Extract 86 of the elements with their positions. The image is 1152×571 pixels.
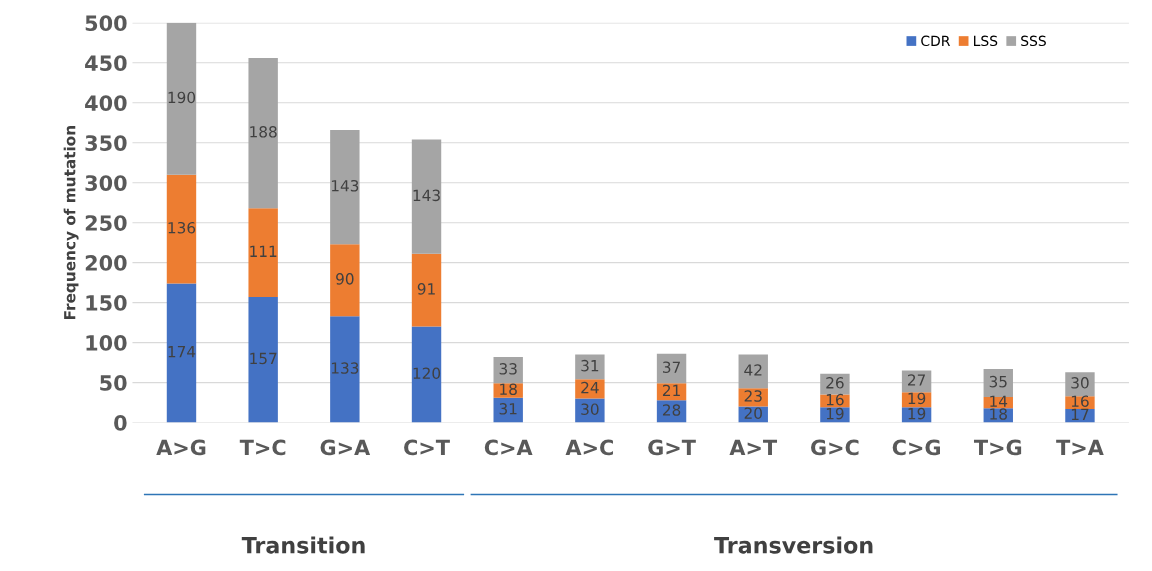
y-tick-label: 500 [85,15,127,32]
data-label: 90 [336,273,354,285]
data-label: 157 [250,352,277,365]
text: Transversion [714,536,873,554]
bar [411,326,442,423]
bar [1065,372,1095,397]
data-label: 31 [581,359,599,372]
x-tick-label: C>G [892,439,940,456]
bar [411,139,442,254]
data-label: 28 [662,404,681,416]
data-label: 136 [168,221,196,234]
data-label: 42 [744,364,762,376]
data-label: 143 [413,189,440,202]
x-tick-label: G>A [320,439,371,456]
bar [330,316,360,423]
bar [248,297,278,423]
data-label: 174 [168,346,196,358]
data-label: 30 [1071,377,1089,389]
x-tick-label: T>C [239,439,286,456]
data-label: 33 [499,363,517,375]
data-label: 188 [250,126,277,138]
data-label: 19 [826,407,844,420]
data-label: 16 [1071,395,1089,407]
bar [820,373,850,395]
bar [411,253,442,327]
x-tick-label: G>C [811,439,859,456]
data-label: 24 [581,381,599,394]
data-label: 31 [499,403,517,415]
y-tick-label: 200 [85,255,127,271]
data-label: 37 [663,361,680,374]
x-tick-label: T>A [1056,439,1104,456]
bar [248,58,278,209]
bar [166,174,197,284]
y-tick-label: 250 [85,215,127,231]
data-label: 20 [744,407,762,419]
legend-label: SSS [1021,35,1046,47]
data-label: 111 [250,245,277,257]
y-tick-label: 300 [85,175,127,191]
data-label: 17 [1071,408,1089,420]
bar [656,353,687,384]
bar [983,368,1013,397]
bar [166,283,197,423]
bar [248,208,278,298]
y-tick-label: 100 [86,335,127,351]
x-tick-label: A>T [729,439,778,456]
data-label: 91 [417,283,435,295]
x-tick-label: C>A [484,439,533,456]
data-label: 27 [907,374,926,386]
y-tick-label: 400 [85,95,127,111]
x-tick-label: C>T [404,439,450,456]
bar [166,22,197,175]
bar [575,354,605,380]
bar [493,397,523,423]
x-tick-label: A>C [565,439,613,456]
data-label: 16 [826,393,844,406]
bar [575,379,605,399]
data-label: 143 [331,179,359,192]
data-label: 23 [744,390,762,402]
data-label: 30 [581,403,599,415]
data-label: 21 [662,384,680,396]
data-label: 18 [990,408,1007,420]
data-label: 19 [908,392,926,405]
x-tick-label: G>T [648,439,696,456]
data-label: 120 [413,367,441,380]
y-tick-label: 450 [85,55,127,72]
legend-label: CDR [921,35,951,47]
y-tick-label: 0 [114,414,127,431]
x-tick-label: T>G [973,439,1022,456]
legend-label: LSS [974,35,998,47]
x-tick-label: A>G [156,439,206,456]
y-tick-label: 150 [86,295,127,311]
text: Transition [241,536,365,554]
y-tick-label: 350 [85,135,127,151]
data-label: 14 [990,395,1008,407]
data-label: 190 [168,91,196,104]
data-label: 18 [500,383,517,395]
bar [330,244,360,317]
y-axis-title: Frequency of mutation [63,126,79,320]
data-label: 26 [826,377,844,389]
data-label: 35 [989,375,1007,388]
bar [493,383,523,398]
data-label: 133 [331,362,359,374]
y-tick-label: 50 [100,375,127,391]
data-label: 19 [908,407,926,420]
bar [493,356,523,384]
bar [330,129,360,245]
